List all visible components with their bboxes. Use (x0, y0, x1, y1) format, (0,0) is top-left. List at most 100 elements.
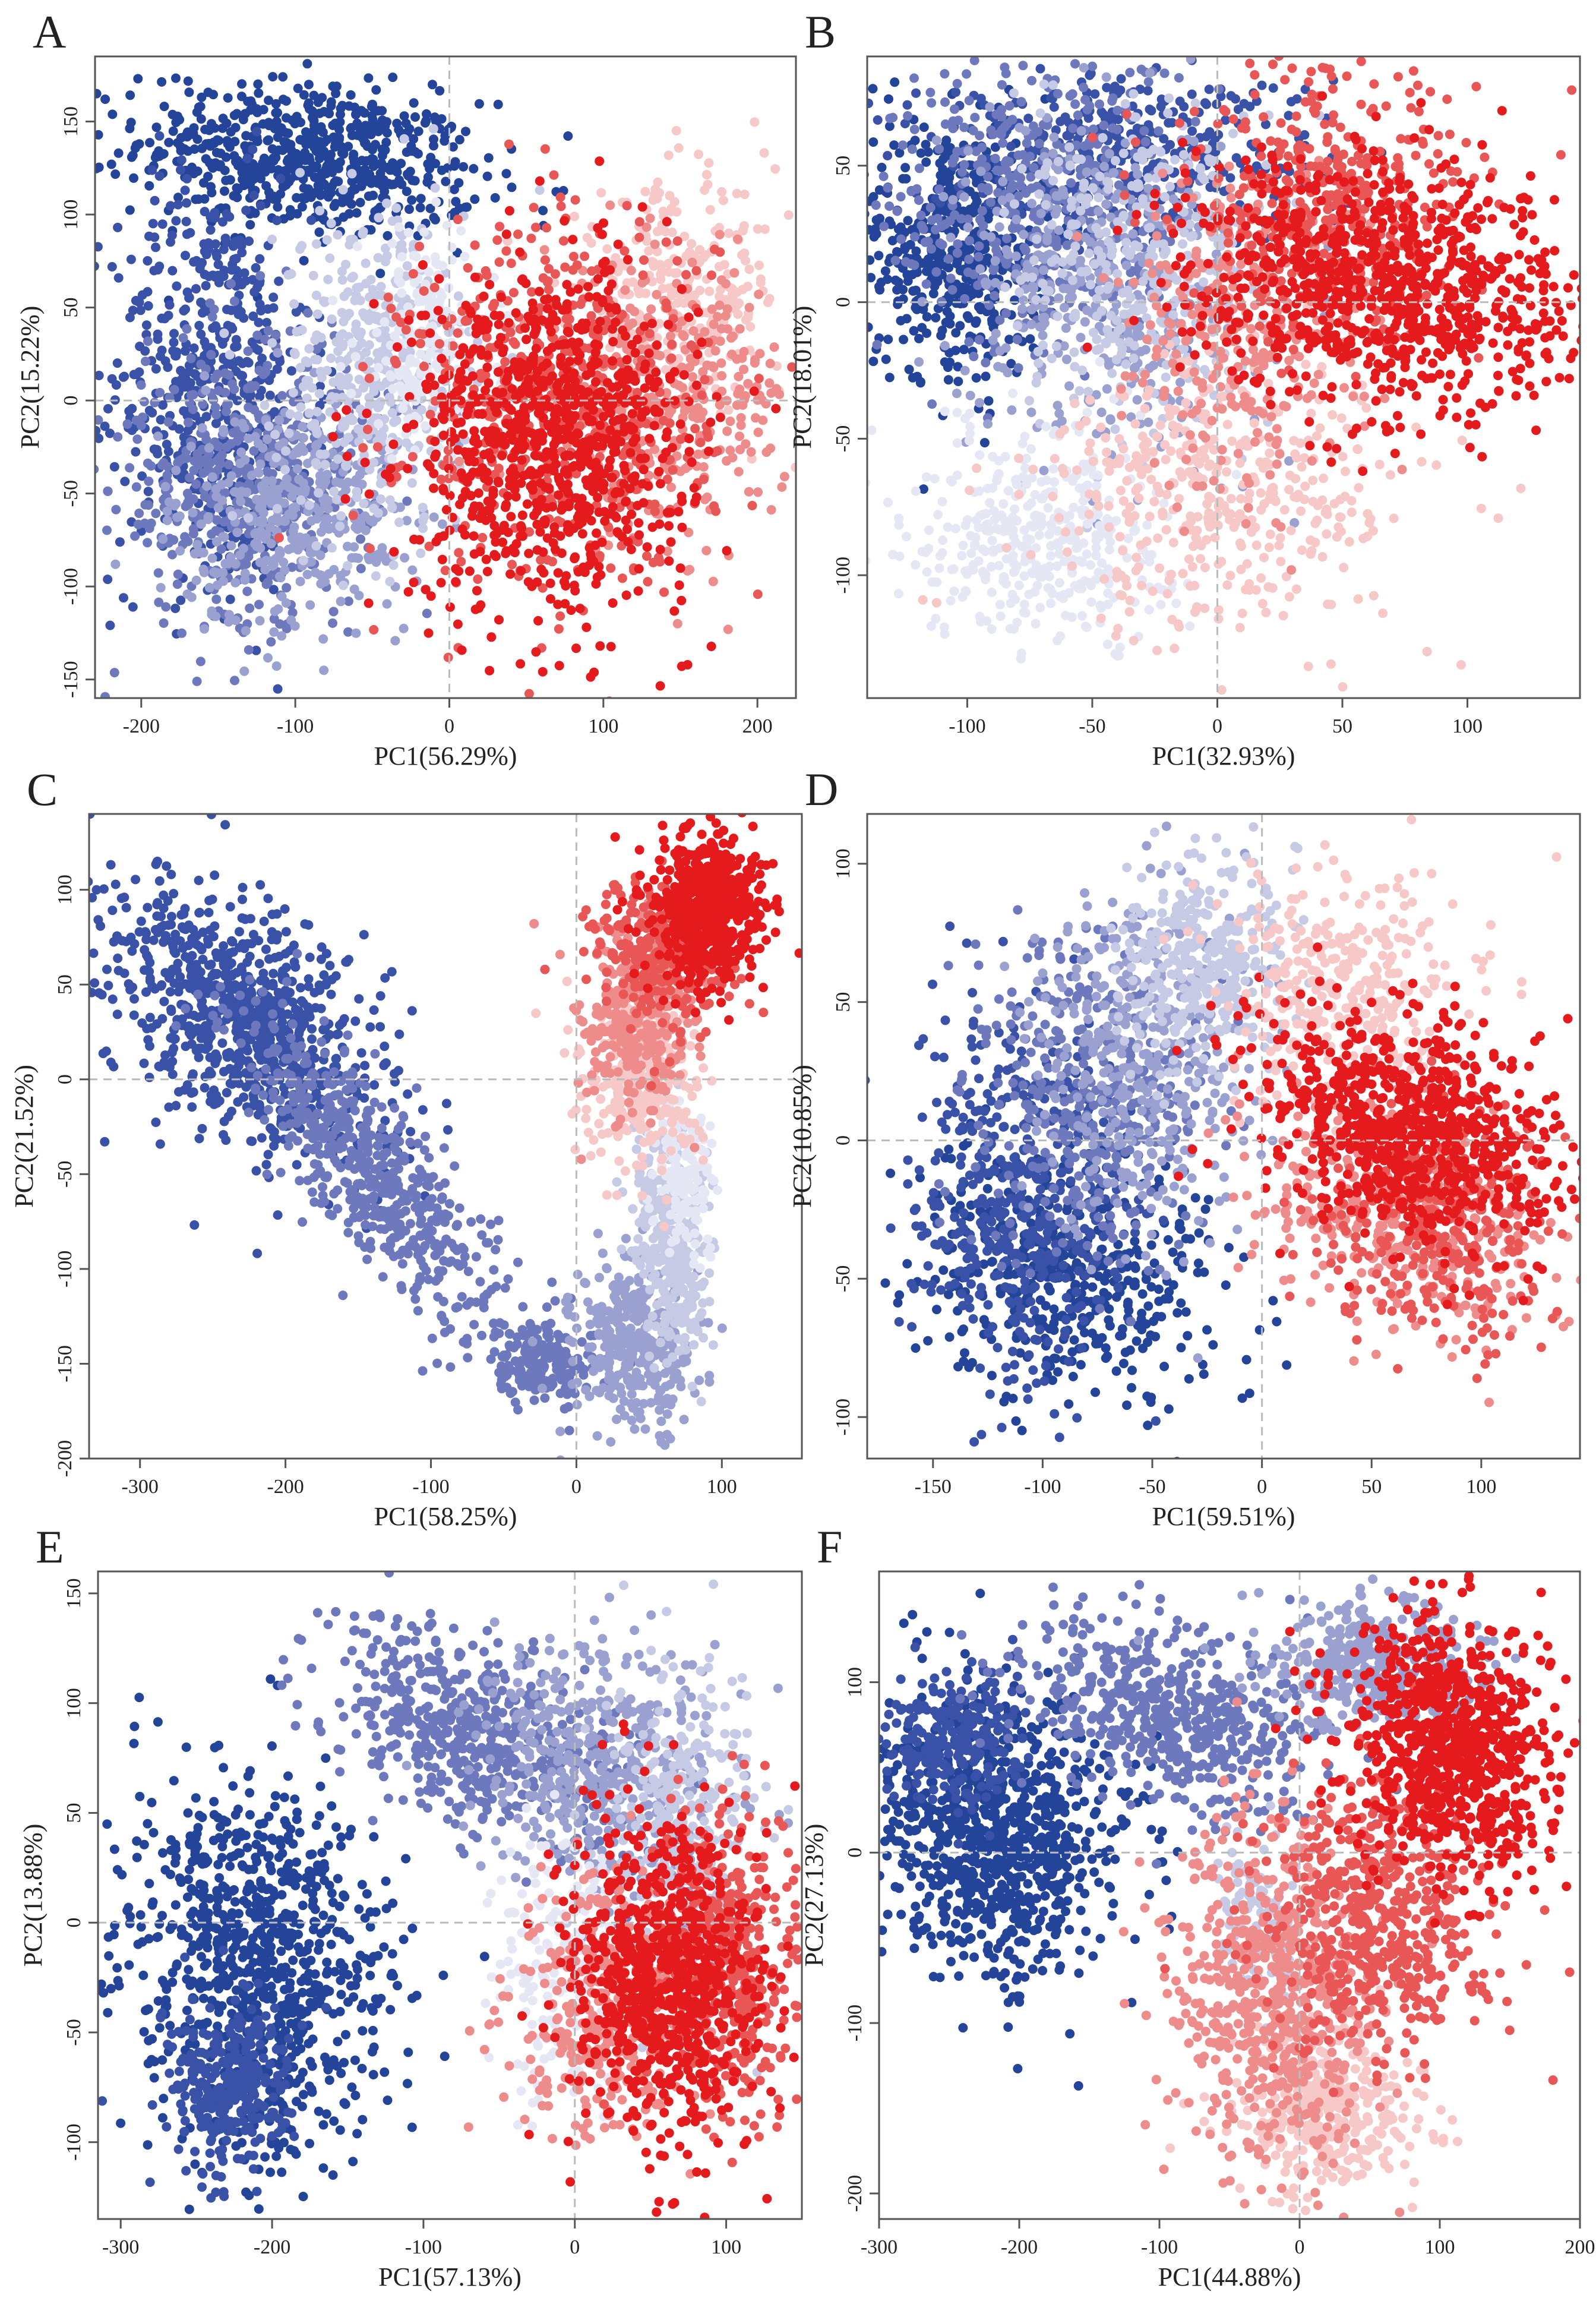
data-point (244, 645, 254, 655)
data-point (654, 553, 663, 562)
data-point (639, 270, 648, 280)
data-point (341, 260, 350, 269)
data-point (261, 156, 270, 165)
data-point (771, 404, 780, 414)
data-point (173, 570, 183, 579)
data-point (274, 485, 283, 494)
data-point (232, 109, 242, 118)
data-point (402, 325, 411, 334)
data-point (204, 125, 214, 135)
data-point (690, 483, 699, 493)
data-point (360, 108, 369, 118)
data-point (230, 578, 240, 588)
data-point (142, 320, 151, 330)
data-point (700, 327, 709, 337)
data-point (600, 268, 609, 277)
data-point (331, 176, 341, 186)
data-point (475, 99, 484, 109)
data-point (409, 577, 419, 587)
data-point (411, 358, 421, 367)
data-point (419, 286, 429, 296)
data-point (444, 653, 453, 662)
data-point (364, 191, 374, 201)
data-point (563, 383, 573, 392)
data-point (516, 659, 525, 668)
data-point (664, 521, 674, 531)
data-point (634, 531, 644, 540)
data-point (188, 405, 198, 414)
data-point (491, 552, 501, 561)
data-point (546, 327, 556, 336)
data-point (85, 476, 94, 486)
data-point (650, 239, 660, 249)
data-point (144, 476, 153, 486)
data-point (644, 434, 654, 443)
data-point (656, 274, 665, 284)
data-point (735, 431, 744, 441)
data-point (108, 374, 117, 384)
data-point (208, 90, 218, 99)
data-point (105, 621, 115, 630)
data-point (173, 579, 182, 589)
data-point (640, 187, 650, 197)
data-point (188, 130, 197, 139)
data-point (756, 278, 766, 288)
data-point (231, 237, 241, 247)
data-point (179, 333, 188, 343)
data-point (288, 511, 298, 520)
data-point (821, 430, 830, 440)
data-point (152, 122, 162, 132)
data-point (583, 233, 592, 242)
data-point (364, 73, 373, 83)
data-point (494, 320, 504, 329)
data-point (171, 498, 181, 508)
data-point (455, 500, 464, 509)
data-point (212, 252, 222, 261)
data-point (201, 154, 211, 163)
data-point (299, 433, 308, 443)
data-point (680, 298, 689, 308)
data-point (286, 616, 296, 625)
data-point (574, 285, 583, 294)
data-point (479, 292, 489, 301)
data-point (753, 224, 763, 233)
data-point (703, 180, 713, 190)
data-point (403, 261, 412, 271)
data-point (694, 308, 703, 317)
data-point (387, 180, 396, 190)
data-point (206, 350, 216, 359)
data-point (608, 356, 617, 366)
data-point (172, 513, 182, 522)
data-point (255, 254, 264, 264)
data-point (394, 269, 403, 279)
data-point (503, 373, 513, 383)
data-point (431, 450, 441, 459)
data-point (827, 279, 836, 288)
data-point (103, 404, 113, 414)
data-point (224, 460, 233, 469)
data-point (268, 292, 278, 302)
data-point (464, 457, 474, 466)
data-point (505, 206, 514, 216)
data-point (404, 315, 413, 325)
data-point (673, 236, 682, 246)
data-point (715, 292, 724, 301)
data-point (422, 609, 432, 618)
data-point (316, 579, 325, 589)
data-point (745, 303, 754, 313)
data-point (324, 525, 334, 534)
data-point (129, 173, 138, 183)
data-point (626, 448, 636, 457)
data-point (555, 531, 565, 541)
data-point (382, 198, 391, 208)
data-point (409, 419, 418, 429)
data-point (113, 432, 122, 441)
data-point (429, 381, 439, 390)
data-point (562, 450, 571, 460)
data-point (581, 501, 591, 511)
data-point (263, 136, 273, 146)
data-point (603, 286, 613, 295)
data-point (438, 412, 447, 422)
data-point (495, 257, 504, 267)
data-point (462, 203, 472, 212)
